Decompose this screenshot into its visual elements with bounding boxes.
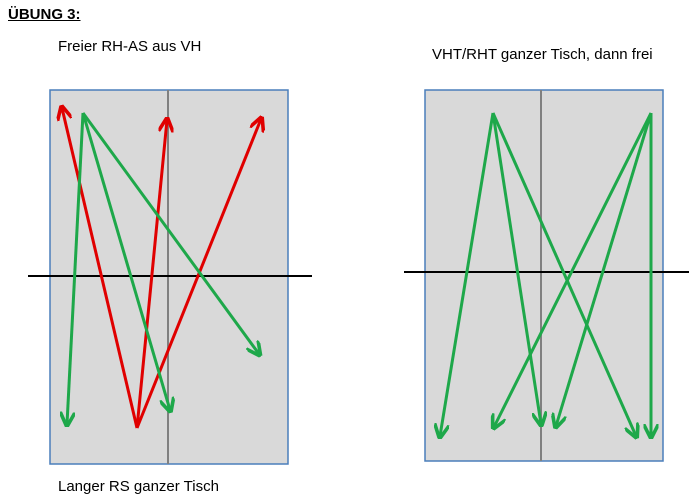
- exercise-title: ÜBUNG 3:: [8, 6, 81, 23]
- left-footer: Langer RS ganzer Tisch: [58, 478, 219, 495]
- right-caption: VHT/RHT ganzer Tisch, dann frei: [432, 46, 653, 63]
- left-caption: Freier RH-AS aus VH: [58, 38, 202, 55]
- left-table: [28, 89, 312, 465]
- right-table: [404, 89, 689, 462]
